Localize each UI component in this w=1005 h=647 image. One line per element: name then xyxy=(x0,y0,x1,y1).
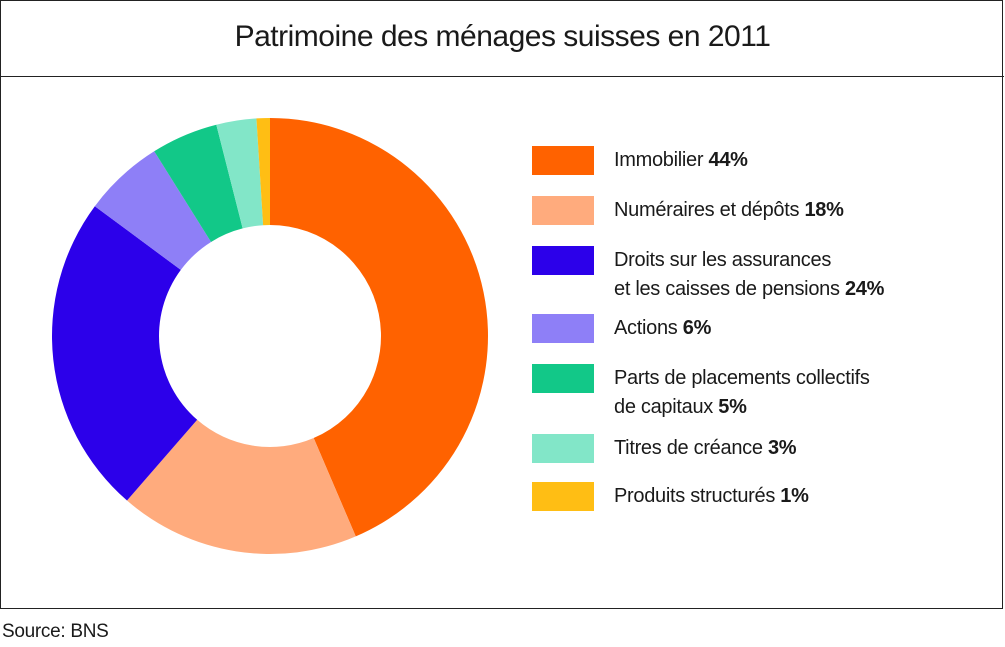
legend-item-6: Titres de créance 3% xyxy=(532,434,797,463)
legend-label-line: Droits sur les assurances xyxy=(614,249,832,271)
legend-label-6: Titres de créance 3% xyxy=(614,434,797,463)
legend-value: 24% xyxy=(844,278,885,300)
legend-item-7: Produits structurés 1% xyxy=(532,482,809,511)
donut-slice-1 xyxy=(270,118,488,537)
legend-swatch-6 xyxy=(532,434,594,463)
legend-label-5: Parts de placements collectifs de capitau… xyxy=(614,364,870,422)
legend-swatch-7 xyxy=(532,482,594,511)
legend-swatch-4 xyxy=(532,314,594,343)
chart-title: Patrimoine des ménages suisses en 2011 xyxy=(234,19,771,53)
legend-label-line: Titres de créance xyxy=(614,437,763,459)
donut-slice-7 xyxy=(256,118,270,226)
legend-swatch-5 xyxy=(532,364,594,393)
legend-label-1: Immobilier 44% xyxy=(614,146,748,175)
legend-item-1: Immobilier 44% xyxy=(532,146,748,175)
legend-value: 1% xyxy=(780,485,809,507)
legend-label-line: Numéraires et dépôts xyxy=(614,199,800,221)
legend-label-line: et les caisses de pensions xyxy=(614,278,840,300)
legend-value: 44% xyxy=(708,149,748,171)
legend-label-line: Actions xyxy=(614,317,678,339)
donut-slice-6 xyxy=(216,118,264,229)
source-note: Source: BNS xyxy=(2,621,109,642)
chart-frame: Patrimoine des ménages suisses en 2011 xyxy=(0,0,1004,609)
legend-swatch-3 xyxy=(532,246,594,275)
donut-slice-2 xyxy=(127,419,356,554)
legend-value: 5% xyxy=(718,396,747,418)
legend-label-line: Immobilier xyxy=(614,149,704,171)
legend-label-line: Produits structurés xyxy=(614,485,776,507)
donut-chart xyxy=(52,118,488,554)
legend-swatch-2 xyxy=(532,196,594,225)
chart-title-bar: Patrimoine des ménages suisses en 2011 xyxy=(1,1,1004,77)
legend-label-line: de capitaux xyxy=(614,396,713,418)
legend-item-2: Numéraires et dépôts 18% xyxy=(532,196,844,225)
legend-item-5: Parts de placements collectifs de capitau… xyxy=(532,364,870,422)
legend-swatch-1 xyxy=(532,146,594,175)
legend-value: 18% xyxy=(804,199,844,221)
legend-label-7: Produits structurés 1% xyxy=(614,482,809,511)
donut-slice-5 xyxy=(154,124,243,242)
legend-label-line: Parts de placements collectifs xyxy=(614,367,870,389)
legend-item-4: Actions 6% xyxy=(532,314,711,343)
legend-value: 3% xyxy=(767,437,797,459)
legend-label-4: Actions 6% xyxy=(614,314,711,343)
legend-label-2: Numéraires et dépôts 18% xyxy=(614,196,844,225)
legend-item-3: Droits sur les assurances et les caisses … xyxy=(532,246,884,304)
donut-slice-3 xyxy=(52,206,198,501)
legend-label-3: Droits sur les assurances et les caisses … xyxy=(614,246,884,304)
legend-value: 6% xyxy=(682,317,712,339)
donut-slice-4 xyxy=(94,151,212,270)
